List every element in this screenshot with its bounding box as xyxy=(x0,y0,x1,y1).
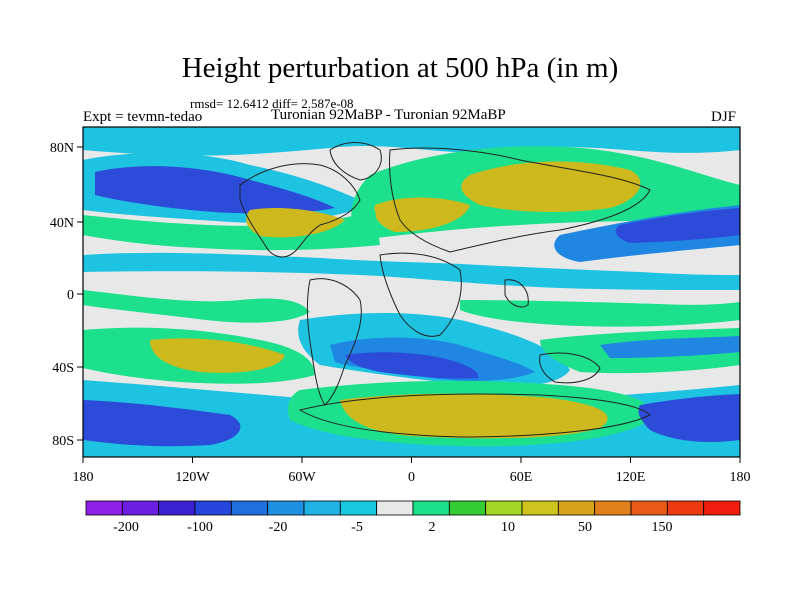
x-tick-label: 60W xyxy=(288,470,316,485)
x-tick-label: 120W xyxy=(175,470,210,485)
colorbar-swatch xyxy=(522,501,558,515)
y-tick-label: 0 xyxy=(67,288,74,303)
colorbar-swatch xyxy=(340,501,376,515)
colorbar-swatch xyxy=(631,501,667,515)
colorbar-swatch xyxy=(122,501,158,515)
colorbar-swatch xyxy=(667,501,703,515)
y-tick-label: 40N xyxy=(50,216,74,231)
colorbar-label: 150 xyxy=(652,520,673,535)
y-tick-label: 80N xyxy=(50,141,74,156)
colorbar-swatch xyxy=(558,501,594,515)
colorbar-swatch xyxy=(595,501,631,515)
colorbar-swatch xyxy=(704,501,740,515)
colorbar-swatch xyxy=(231,501,267,515)
colorbar-swatch xyxy=(86,501,122,515)
colorbar-label: 2 xyxy=(429,520,436,535)
x-tick-label: 0 xyxy=(408,470,415,485)
x-tick-label: 120E xyxy=(616,470,646,485)
x-tick-labels: 180 120W 60W 0 60E 120E 180 xyxy=(73,470,751,485)
colorbar-swatch xyxy=(195,501,231,515)
colorbar-labels: -200 -100 -20 -5 2 10 50 150 xyxy=(113,520,672,535)
colorbar xyxy=(86,501,740,515)
y-tick-labels: 80N 40N 0 40S 80S xyxy=(50,141,74,449)
colorbar-swatch xyxy=(413,501,449,515)
colorbar-label: -20 xyxy=(269,520,288,535)
colorbar-label: -100 xyxy=(187,520,213,535)
colorbar-swatch xyxy=(449,501,485,515)
colorbar-swatch xyxy=(159,501,195,515)
contour-field xyxy=(83,127,740,457)
colorbar-swatch xyxy=(377,501,413,515)
colorbar-label: -5 xyxy=(351,520,363,535)
colorbar-label: -200 xyxy=(113,520,139,535)
colorbar-swatch xyxy=(304,501,340,515)
y-tick-label: 80S xyxy=(52,434,74,449)
colorbar-swatch xyxy=(268,501,304,515)
y-tick-label: 40S xyxy=(52,361,74,376)
colorbar-swatch xyxy=(486,501,522,515)
x-tick-label: 60E xyxy=(510,470,533,485)
colorbar-label: 10 xyxy=(501,520,515,535)
x-tick-label: 180 xyxy=(730,470,751,485)
colorbar-label: 50 xyxy=(578,520,592,535)
x-tick-label: 180 xyxy=(73,470,94,485)
